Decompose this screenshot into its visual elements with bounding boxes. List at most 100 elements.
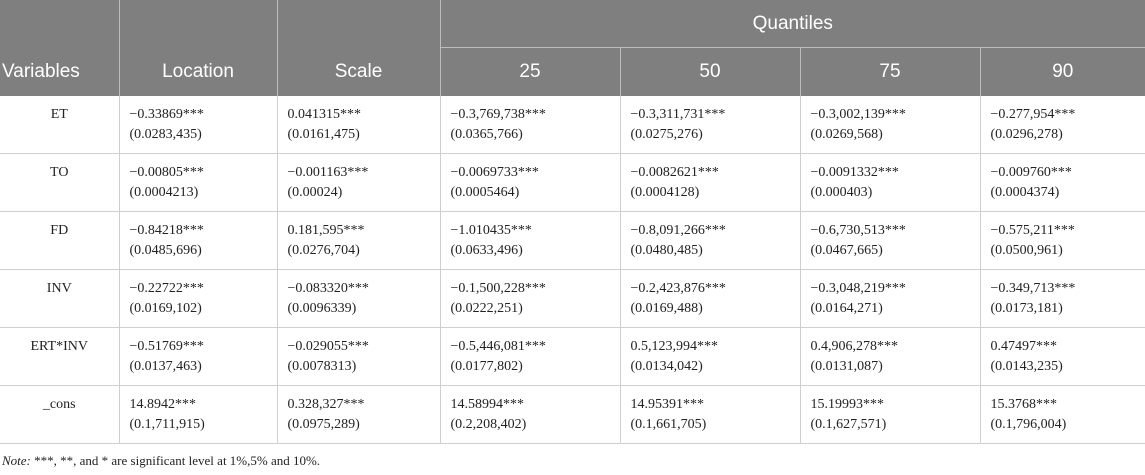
std-error: (0.0004213) — [129, 185, 199, 200]
table-row-cons: _cons 14.8942*** (0.1,711,915) 0.328,327*… — [0, 385, 1145, 444]
std-error: (0.0169,102) — [129, 301, 202, 316]
coefficient: −0.2,423,876*** — [630, 281, 726, 296]
cell-q90: 15.3768*** (0.1,796,004) — [980, 385, 1145, 444]
header-location: Location — [119, 0, 278, 96]
cell-location: −0.00805*** (0.0004213) — [119, 153, 278, 212]
note-lead: Note: — [2, 453, 31, 468]
row-label: FD — [0, 211, 120, 270]
cell-q25: −0.0069733*** (0.0005464) — [440, 153, 621, 212]
std-error: (0.0173,181) — [990, 301, 1063, 316]
coefficient: −0.575,211*** — [990, 223, 1075, 238]
coefficient: −1.010435*** — [450, 223, 532, 238]
coefficient: −0.8,091,266*** — [630, 223, 726, 238]
coefficient: 0.5,123,994*** — [630, 339, 719, 354]
coefficient: −0.84218*** — [129, 223, 204, 238]
cell-q90: −0.009760*** (0.0004374) — [980, 153, 1145, 212]
header-q90: 90 — [980, 47, 1145, 96]
header-row-top: Variables Location Scale Quantiles — [0, 0, 1145, 96]
coefficient: 14.8942*** — [129, 397, 197, 412]
coefficient: −0.3,769,738*** — [450, 107, 546, 122]
cell-location: −0.51769*** (0.0137,463) — [119, 327, 278, 386]
std-error: (0.1,796,004) — [990, 417, 1067, 432]
cell-scale: −0.029055*** (0.0078313) — [277, 327, 441, 386]
cell-q25: −0.5,446,081*** (0.0177,802) — [440, 327, 621, 386]
cell-q75: −0.3,048,219*** (0.0164,271) — [800, 269, 981, 328]
coefficient: −0.3,002,139*** — [810, 107, 906, 122]
std-error: (0.0134,042) — [630, 359, 703, 374]
std-error: (0.0269,568) — [810, 127, 883, 142]
coefficient: 0.041315*** — [287, 107, 362, 122]
cell-q50: 14.95391*** (0.1,661,705) — [620, 385, 801, 444]
table-row-et: ET −0.33869*** (0.0283,435) 0.041315*** (0… — [0, 96, 1145, 154]
header-variables: Variables — [0, 0, 120, 96]
cell-location: −0.22722*** (0.0169,102) — [119, 269, 278, 328]
coefficient: −0.00805*** — [129, 165, 204, 180]
results-table: Variables Location Scale Quantiles 25 50… — [0, 0, 1145, 444]
std-error: (0.0275,276) — [630, 127, 703, 142]
table-header: Variables Location Scale Quantiles 25 50… — [0, 0, 1145, 96]
table-row-to: TO −0.00805*** (0.0004213) −0.001163*** (0… — [0, 153, 1145, 212]
coefficient: −0.277,954*** — [990, 107, 1076, 122]
cell-scale: −0.001163*** (0.00024) — [277, 153, 441, 212]
std-error: (0.0137,463) — [129, 359, 202, 374]
std-error: (0.0633,496) — [450, 243, 523, 258]
std-error: (0.000403) — [810, 185, 873, 200]
cell-q75: −0.6,730,513*** (0.0467,665) — [800, 211, 981, 270]
header-quantiles: Quantiles — [440, 0, 1145, 48]
cell-q25: 14.58994*** (0.2,208,402) — [440, 385, 621, 444]
coefficient: 15.3768*** — [990, 397, 1058, 412]
std-error: (0.0005464) — [450, 185, 520, 200]
row-label: ERT*INV — [0, 327, 120, 386]
cell-location: 14.8942*** (0.1,711,915) — [119, 385, 278, 444]
table-row-inv: INV −0.22722*** (0.0169,102) −0.083320***… — [0, 269, 1145, 328]
coefficient: −0.001163*** — [287, 165, 369, 180]
coefficient: −0.0091332*** — [810, 165, 899, 180]
std-error: (0.0004128) — [630, 185, 700, 200]
header-scale: Scale — [277, 0, 441, 96]
coefficient: −0.083320*** — [287, 281, 369, 296]
coefficient: −0.1,500,228*** — [450, 281, 546, 296]
coefficient: −0.3,048,219*** — [810, 281, 906, 296]
cell-scale: −0.083320*** (0.0096339) — [277, 269, 441, 328]
std-error: (0.0177,802) — [450, 359, 523, 374]
cell-q90: −0.349,713*** (0.0173,181) — [980, 269, 1145, 328]
std-error: (0.0467,665) — [810, 243, 883, 258]
header-q25: 25 — [440, 47, 621, 96]
row-label: ET — [0, 96, 120, 154]
std-error: (0.0365,766) — [450, 127, 523, 142]
cell-q50: −0.3,311,731*** (0.0275,276) — [620, 96, 801, 154]
coefficient: 0.328,327*** — [287, 397, 365, 412]
std-error: (0.0164,271) — [810, 301, 883, 316]
std-error: (0.0131,087) — [810, 359, 883, 374]
table-row-ert-inv: ERT*INV −0.51769*** (0.0137,463) −0.02905… — [0, 327, 1145, 386]
coefficient: −0.22722*** — [129, 281, 204, 296]
table-note: Note: ***, **, and * are significant lev… — [2, 453, 320, 469]
cell-q25: −0.3,769,738*** (0.0365,766) — [440, 96, 621, 154]
coefficient: 14.95391*** — [630, 397, 705, 412]
header-q75: 75 — [800, 47, 981, 96]
coefficient: −0.349,713*** — [990, 281, 1076, 296]
coefficient: −0.6,730,513*** — [810, 223, 906, 238]
std-error: (0.1,711,915) — [129, 417, 205, 432]
coefficient: −0.009760*** — [990, 165, 1072, 180]
std-error: (0.0296,278) — [990, 127, 1063, 142]
std-error: (0.0480,485) — [630, 243, 703, 258]
cell-q50: −0.8,091,266*** (0.0480,485) — [620, 211, 801, 270]
cell-q50: −0.2,423,876*** (0.0169,488) — [620, 269, 801, 328]
cell-q90: −0.575,211*** (0.0500,961) — [980, 211, 1145, 270]
row-label: _cons — [0, 385, 120, 444]
cell-q90: −0.277,954*** (0.0296,278) — [980, 96, 1145, 154]
cell-location: −0.33869*** (0.0283,435) — [119, 96, 278, 154]
cell-q75: 0.4,906,278*** (0.0131,087) — [800, 327, 981, 386]
std-error: (0.0161,475) — [287, 127, 360, 142]
cell-q75: 15.19993*** (0.1,627,571) — [800, 385, 981, 444]
cell-scale: 0.041315*** (0.0161,475) — [277, 96, 441, 154]
header-q50: 50 — [620, 47, 801, 96]
coefficient: 14.58994*** — [450, 397, 525, 412]
std-error: (0.0276,704) — [287, 243, 360, 258]
cell-q90: 0.47497*** (0.0143,235) — [980, 327, 1145, 386]
std-error: (0.0004374) — [990, 185, 1060, 200]
std-error: (0.1,627,571) — [810, 417, 887, 432]
header-row-quantiles: 25 50 75 90 — [0, 47, 1145, 96]
std-error: (0.0078313) — [287, 359, 357, 374]
